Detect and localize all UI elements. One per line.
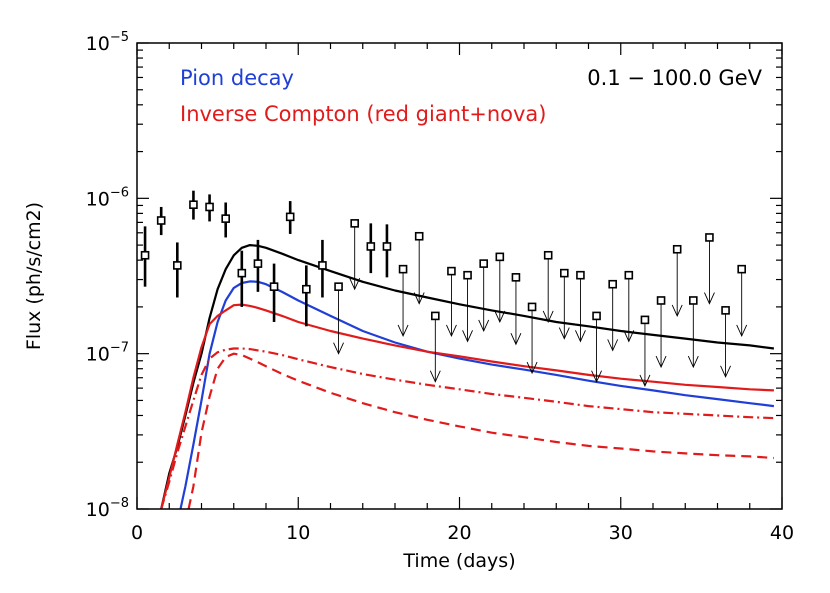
upper-limit-point bbox=[495, 252, 505, 262]
upper-limit-point bbox=[479, 259, 488, 268]
y-tick-label-base: 10 bbox=[86, 188, 110, 210]
upper-limit-point bbox=[640, 315, 650, 325]
upper-limit-arrow-head bbox=[623, 330, 635, 343]
upper-limit-arrow-head bbox=[655, 355, 667, 369]
detection-point bbox=[253, 259, 263, 268]
upper-limit-arrow-head bbox=[591, 370, 602, 383]
y-tick-label: 10−5 bbox=[86, 30, 129, 55]
y-tick-label: 10−7 bbox=[86, 341, 129, 366]
upper-limit-point bbox=[527, 302, 537, 312]
upper-limit-point bbox=[543, 250, 553, 260]
upper-limit-arrow-head bbox=[494, 310, 506, 324]
upper-limit-arrow-head bbox=[575, 330, 586, 343]
x-axis-label: Time (days) bbox=[402, 550, 515, 572]
detection-point bbox=[189, 200, 198, 209]
total-flux-curve bbox=[160, 244, 775, 509]
y-tick-label-base: 10 bbox=[86, 33, 110, 55]
upper-limit-arrow-head bbox=[736, 324, 748, 338]
upper-limit-arrow-head bbox=[558, 327, 570, 340]
y-axis-label: Flux (ph/s/cm2) bbox=[23, 202, 45, 350]
upper-limit-point bbox=[398, 264, 408, 274]
y-tick-label-base: 10 bbox=[86, 344, 110, 366]
plot-frame bbox=[136, 42, 783, 510]
upper-limit-arrow-head bbox=[462, 330, 473, 343]
upper-limit-point bbox=[737, 264, 746, 274]
upper-limit-arrow-head bbox=[413, 292, 425, 305]
x-tick-label: 10 bbox=[286, 522, 310, 544]
detection-point bbox=[140, 250, 150, 260]
upper-limit-arrow-head bbox=[607, 339, 619, 352]
upper-limit-arrow-head bbox=[446, 324, 457, 338]
x-tick-label: 0 bbox=[131, 522, 143, 544]
upper-limit-point bbox=[624, 270, 634, 280]
upper-limit-arrow-head bbox=[704, 292, 715, 305]
axis-ticks bbox=[136, 42, 783, 510]
upper-limit-arrow-head bbox=[671, 304, 683, 318]
model-curves bbox=[160, 244, 775, 509]
upper-limit-point bbox=[656, 296, 666, 305]
upper-limit-point bbox=[608, 279, 617, 289]
upper-limit-point bbox=[705, 233, 714, 242]
y-tick-label-exponent: −6 bbox=[110, 185, 129, 200]
upper-limit-point bbox=[689, 296, 698, 305]
upper-limit-arrow-head bbox=[478, 319, 490, 333]
detection-point bbox=[205, 202, 214, 212]
x-tick-label: 30 bbox=[609, 522, 633, 544]
detection-point bbox=[221, 214, 230, 223]
detection-point bbox=[156, 216, 166, 225]
detection-point bbox=[318, 261, 327, 270]
upper-limit-point bbox=[576, 270, 585, 280]
upper-limit-point bbox=[350, 219, 359, 228]
detection-point bbox=[173, 261, 182, 270]
upper-limit-point bbox=[511, 273, 521, 282]
upper-limit-arrow-head bbox=[429, 370, 441, 383]
x-tick-label: 40 bbox=[770, 522, 794, 544]
upper-limit-arrow-head bbox=[687, 355, 699, 369]
x-tick-label: 20 bbox=[447, 522, 471, 544]
y-tick-label-exponent: −7 bbox=[110, 341, 129, 356]
upper-limit-arrow-head bbox=[639, 374, 651, 388]
energy-range-annotation: 0.1 − 100.0 GeV bbox=[587, 66, 762, 90]
upper-limit-arrow-head bbox=[349, 278, 361, 291]
upper-limit-arrow-head bbox=[510, 333, 522, 346]
upper-limit-arrow-head bbox=[526, 361, 538, 375]
upper-limit-point bbox=[560, 268, 569, 278]
detection-point bbox=[237, 268, 247, 278]
upper-limit-point bbox=[414, 231, 424, 241]
legend-entry-pion-decay: Pion decay bbox=[180, 66, 294, 90]
upper-limit-point bbox=[447, 266, 456, 276]
upper-limit-point bbox=[672, 244, 682, 254]
upper-limit-point bbox=[431, 311, 440, 321]
upper-limit-arrow-head bbox=[333, 342, 344, 355]
inverse-compton-curve bbox=[160, 303, 774, 509]
upper-limit-point bbox=[721, 306, 730, 315]
data-points bbox=[140, 190, 748, 388]
y-tick-label: 10−6 bbox=[86, 185, 129, 210]
upper-limit-arrow-head bbox=[720, 365, 731, 378]
y-tick-label-base: 10 bbox=[86, 499, 110, 521]
inverse-compton-red-giant-curve bbox=[160, 347, 774, 509]
inverse-compton-nova-curve bbox=[187, 352, 774, 509]
detection-point bbox=[285, 212, 295, 222]
detection-point bbox=[382, 242, 392, 251]
pion-decay-curve bbox=[179, 280, 775, 509]
upper-limit-arrow-head bbox=[542, 310, 554, 324]
y-tick-label-exponent: −8 bbox=[110, 496, 129, 511]
upper-limit-point bbox=[463, 270, 472, 280]
upper-limit-arrow-head bbox=[397, 324, 409, 338]
y-tick-label: 10−8 bbox=[86, 496, 129, 521]
detection-point bbox=[366, 242, 376, 251]
detection-point bbox=[302, 284, 311, 294]
y-tick-label-exponent: −5 bbox=[110, 30, 129, 45]
legend-entry-inverse-compton: Inverse Compton (red giant+nova) bbox=[180, 102, 547, 126]
upper-limit-point bbox=[592, 311, 601, 321]
upper-limit-point bbox=[334, 282, 343, 291]
detection-point bbox=[269, 282, 279, 291]
